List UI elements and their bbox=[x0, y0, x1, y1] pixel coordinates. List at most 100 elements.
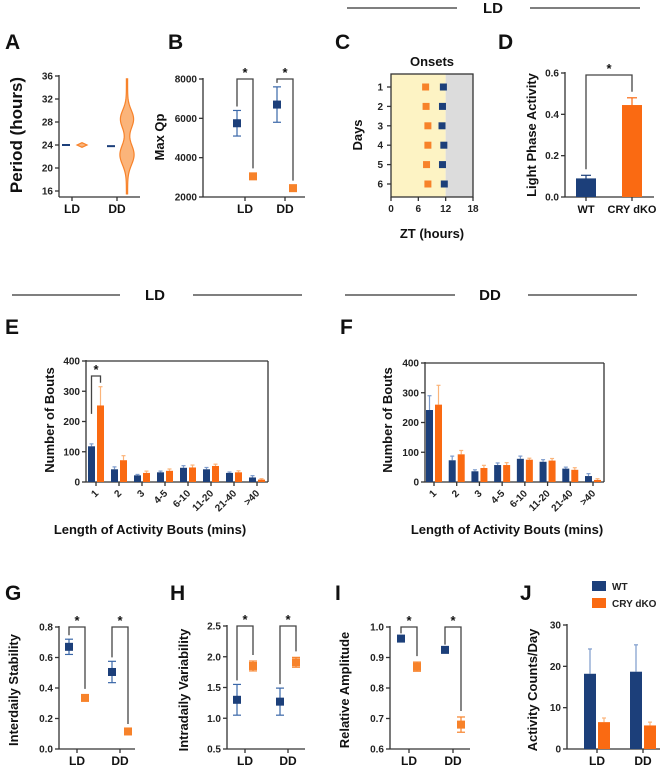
y-tick-label: 0.6 bbox=[545, 69, 559, 80]
y-axis-label: Intradaily Variability bbox=[176, 628, 191, 752]
bar-ko bbox=[598, 722, 610, 749]
x-tick-label: 21-40 bbox=[213, 488, 239, 514]
ko-mean-point bbox=[457, 720, 465, 729]
bar-wt bbox=[539, 461, 547, 482]
wt-mean-point bbox=[65, 642, 73, 651]
y-tick-label: 2.0 bbox=[207, 652, 221, 663]
panel-label-c: C bbox=[335, 31, 350, 54]
x-tick-label: 4-5 bbox=[152, 488, 170, 506]
bar-ko bbox=[525, 459, 533, 482]
ko-mean-point bbox=[81, 693, 89, 702]
bar-wt bbox=[226, 472, 233, 482]
chart-title: Onsets bbox=[410, 54, 454, 69]
panel-label-j: J bbox=[520, 582, 532, 605]
significance-star: * bbox=[606, 61, 612, 76]
bar-wt bbox=[249, 477, 256, 482]
wt-mean-point bbox=[273, 100, 281, 109]
ko-violin-ld bbox=[75, 142, 89, 148]
panel-label-h: H bbox=[170, 582, 185, 605]
bar-ko bbox=[571, 469, 579, 482]
legend-swatch-ko bbox=[592, 598, 606, 608]
y-axis-label: Light Phase Activity bbox=[524, 72, 539, 197]
y-tick-label: 0 bbox=[74, 478, 80, 489]
y-tick-label: 0.0 bbox=[39, 745, 53, 756]
y-tick-label: 1.0 bbox=[207, 714, 221, 725]
x-tick-label: 2 bbox=[112, 488, 124, 500]
y-tick-label: 28 bbox=[42, 118, 54, 129]
bar-wt bbox=[203, 469, 210, 482]
significance-bracket bbox=[236, 625, 254, 681]
significance-bracket bbox=[90, 375, 102, 414]
bar-ko bbox=[503, 465, 511, 482]
bar-ko bbox=[235, 472, 242, 482]
panel-label-i: I bbox=[335, 582, 341, 605]
ko-mean-point bbox=[289, 184, 297, 193]
x-tick-label: LD bbox=[237, 754, 253, 767]
y-tick-label: 32 bbox=[42, 95, 54, 106]
x-tick-label: DD bbox=[108, 202, 126, 216]
panel-label-e: E bbox=[5, 316, 19, 339]
x-tick-label: LD bbox=[401, 754, 417, 767]
bar-wt bbox=[585, 476, 592, 482]
onset-point-wt bbox=[440, 180, 448, 188]
x-tick-label: CRY dKO bbox=[608, 204, 657, 216]
onset-point-wt bbox=[440, 141, 448, 149]
x-tick-label: 11-20 bbox=[527, 488, 553, 514]
significance-star: * bbox=[93, 362, 99, 377]
bar-ko bbox=[457, 454, 465, 482]
significance-star: * bbox=[406, 613, 412, 628]
onset-point-ko bbox=[424, 122, 432, 130]
bar-ko bbox=[622, 105, 642, 197]
significance-star: * bbox=[450, 613, 456, 628]
y-tick-label: 0.4 bbox=[39, 684, 53, 695]
y-axis-label: Interdaily Stability bbox=[6, 633, 21, 746]
y-tick-label: 0.2 bbox=[39, 714, 53, 725]
bar-ko bbox=[548, 460, 556, 482]
y-tick-label: 30 bbox=[550, 621, 562, 632]
y-tick-label: 10 bbox=[550, 703, 562, 714]
wt-mean-point bbox=[441, 645, 449, 654]
y-tick-label: 0.0 bbox=[545, 193, 559, 204]
y-tick-label: 20 bbox=[42, 164, 54, 175]
bar-ko bbox=[143, 472, 150, 482]
y-tick-label: 0.6 bbox=[370, 745, 384, 756]
x-tick-label: DD bbox=[279, 754, 297, 767]
bar-wt bbox=[516, 458, 524, 482]
panel-label-f: F bbox=[340, 316, 353, 339]
significance-bracket bbox=[400, 626, 418, 657]
section-header-ld: LD bbox=[145, 287, 165, 304]
onset-point-ko bbox=[423, 161, 431, 169]
y-tick-label: 0.9 bbox=[370, 653, 384, 664]
significance-bracket bbox=[68, 626, 86, 689]
x-tick-label: 1 bbox=[427, 488, 439, 500]
x-tick-label: WT bbox=[577, 204, 594, 216]
onset-point-ko bbox=[424, 180, 432, 188]
bar-wt bbox=[471, 471, 479, 482]
bar-ko bbox=[644, 725, 656, 749]
y-tick-label: 4000 bbox=[175, 153, 198, 164]
significance-star: * bbox=[285, 612, 291, 627]
y-axis-label: Period (hours) bbox=[7, 77, 26, 193]
x-tick-label: 0 bbox=[388, 204, 394, 215]
x-tick-label: >40 bbox=[242, 488, 262, 508]
x-tick-label: >40 bbox=[578, 488, 598, 508]
y-tick-label: 2 bbox=[377, 102, 383, 113]
y-axis-label: Activity Counts/Day bbox=[525, 628, 540, 752]
y-tick-label: 0 bbox=[413, 478, 419, 489]
bar-wt bbox=[180, 467, 187, 482]
y-tick-label: 1 bbox=[377, 83, 383, 94]
plot-frame bbox=[390, 73, 474, 198]
y-tick-label: 1.0 bbox=[370, 623, 384, 634]
bar-ko bbox=[594, 479, 601, 482]
x-tick-label: 1 bbox=[89, 488, 101, 500]
x-tick-label: 2 bbox=[450, 488, 462, 500]
x-tick-label: DD bbox=[634, 754, 652, 767]
ko-mean-point bbox=[249, 661, 257, 670]
wt-mean-point bbox=[397, 634, 405, 643]
x-tick-label: 11-20 bbox=[191, 488, 217, 514]
significance-bracket bbox=[111, 626, 129, 724]
onset-point-wt bbox=[438, 161, 446, 169]
bar-ko bbox=[120, 460, 127, 482]
y-tick-label: 0.8 bbox=[39, 623, 53, 634]
